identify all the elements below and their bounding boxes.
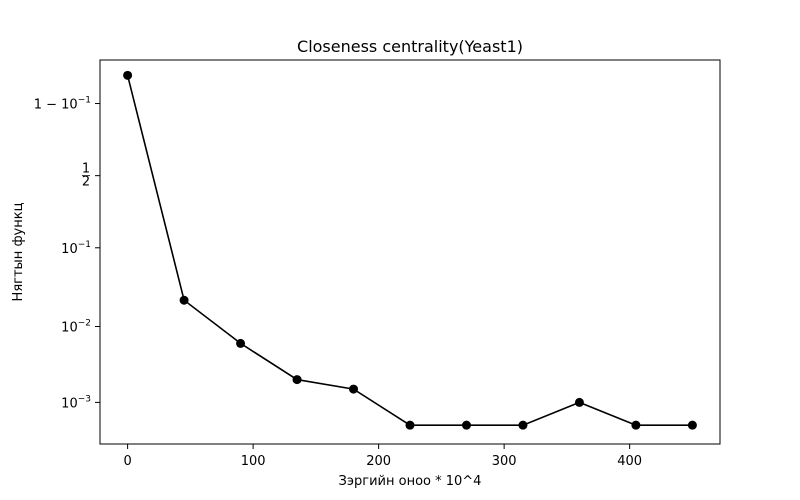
y-tick-label: 10−1 <box>61 240 91 257</box>
y-tick-label: 1 − 10−1 <box>34 96 91 113</box>
y-tick-label-exponent: −2 <box>78 319 91 329</box>
x-axis: 0 100 200 300 400 <box>123 444 642 469</box>
data-point <box>631 420 641 430</box>
y-tick-label-numerator: 1 <box>82 162 90 177</box>
y-tick-label-exponent: −1 <box>78 96 91 106</box>
y-tick-label-exponent: −3 <box>78 394 91 404</box>
y-tick-label-exponent: −1 <box>78 240 91 250</box>
y-tick-label-denominator: 2 <box>82 175 90 190</box>
data-point <box>123 70 133 80</box>
y-tick-label-base: 10 <box>61 321 78 336</box>
series-layer <box>123 70 697 430</box>
data-point <box>179 295 189 305</box>
y-tick-label-base: 1 − 10 <box>34 98 78 113</box>
data-point <box>349 384 359 394</box>
data-point <box>292 375 302 385</box>
x-axis-title: Зэргийн оноо * 10^4 <box>339 474 482 489</box>
y-tick-label: 10−3 <box>61 394 91 411</box>
x-tick-label: 0 <box>123 454 131 469</box>
data-point <box>687 420 697 430</box>
x-tick-label: 200 <box>366 454 391 469</box>
y-tick-label-base: 10 <box>61 396 78 411</box>
data-point <box>461 420 471 430</box>
series-line <box>126 75 693 427</box>
plot-frame <box>99 59 721 445</box>
x-tick-label: 100 <box>241 454 266 469</box>
y-axis-title: Нягтын функц <box>11 202 26 301</box>
data-point <box>236 338 246 348</box>
data-point <box>574 397 584 407</box>
data-point <box>405 420 415 430</box>
data-point <box>518 420 528 430</box>
x-tick-label: 300 <box>492 454 517 469</box>
y-tick-label-base: 10 <box>61 242 78 257</box>
x-tick-label: 400 <box>617 454 642 469</box>
y-tick-label: 10−2 <box>61 319 91 336</box>
chart-title: Closeness centrality(Yeast1) <box>297 37 523 56</box>
